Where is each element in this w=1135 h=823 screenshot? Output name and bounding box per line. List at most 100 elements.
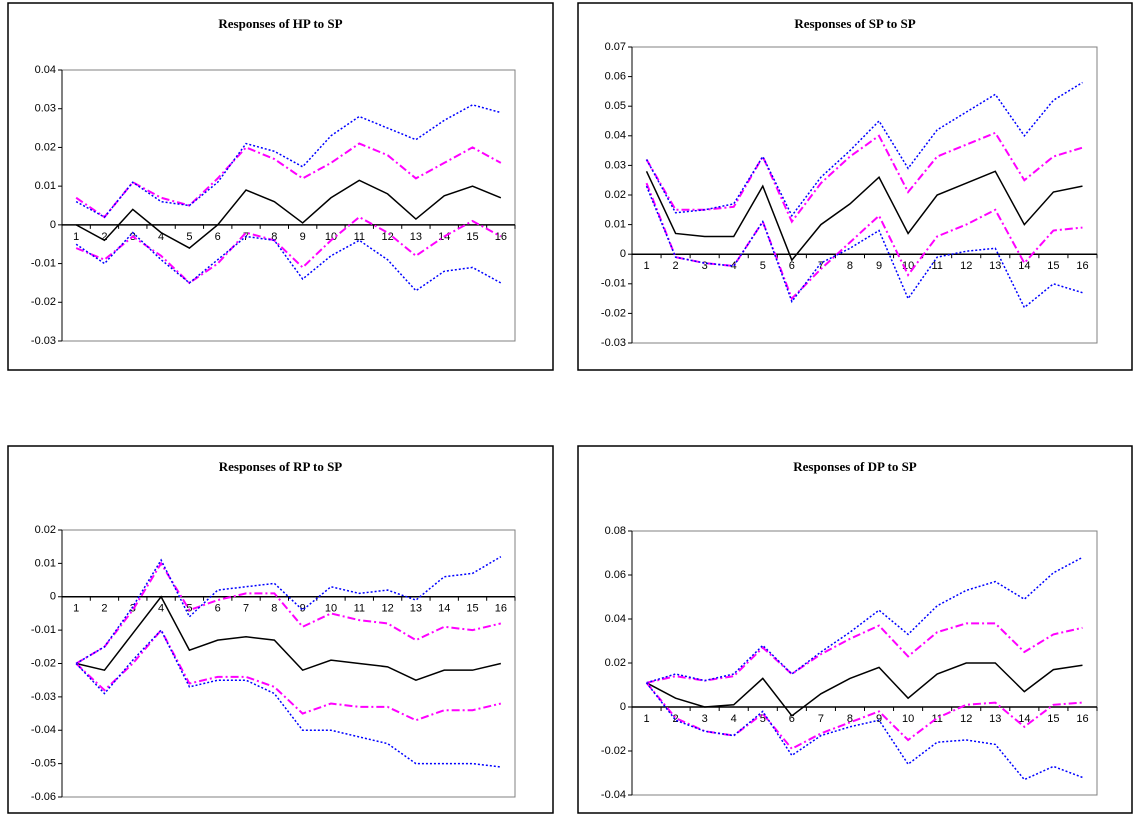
x-tick-label: 2 [101, 231, 107, 243]
x-tick-label: 6 [215, 603, 221, 615]
chart: Responses of HP to SP -0.03 -0.02 -0.01 0 0.0… [7, 2, 554, 371]
y-tick-label: 0 [620, 701, 626, 713]
series-line [646, 556, 1083, 684]
x-tick-label: 11 [354, 603, 365, 615]
series-line [75, 556, 502, 665]
x-tick-label: 15 [466, 231, 478, 243]
chart-title: Responses of RP to SP [219, 459, 343, 474]
x-tick-label: 14 [438, 603, 450, 615]
series-line [75, 179, 502, 249]
x-tick-label: 1 [73, 231, 79, 243]
x-tick-label: 10 [325, 603, 337, 615]
x-tick-label: 8 [271, 603, 277, 615]
x-tick-label: 11 [931, 260, 942, 272]
y-tick-label: 0 [50, 219, 56, 231]
x-tick-label: 6 [789, 713, 795, 725]
x-tick-label: 2 [673, 260, 679, 272]
x-tick-label: 8 [847, 713, 853, 725]
chart-frame [7, 445, 554, 814]
y-tick-label: 0.06 [605, 569, 626, 581]
x-tick-label: 4 [158, 231, 164, 243]
x-tick-label: 15 [466, 603, 478, 615]
x-tick-label: 12 [960, 713, 972, 725]
series-line [646, 662, 1083, 717]
chart-frame [577, 445, 1133, 814]
y-tick-label: 0.02 [605, 189, 626, 201]
y-tick-label: -0.03 [601, 337, 626, 349]
y-tick-label: -0.02 [31, 657, 56, 669]
y-tick-label: 0.01 [35, 180, 56, 192]
y-tick-label: 0.04 [605, 613, 626, 625]
series-line [645, 682, 1083, 781]
y-tick-label: -0.05 [31, 758, 56, 770]
y-tick-label: -0.01 [601, 278, 626, 290]
x-tick-label: 1 [73, 603, 79, 615]
series-line [75, 142, 502, 219]
chart: Responses of DP to SP -0.04 -0.02 0 0.02 0.04… [577, 445, 1133, 814]
x-tick-label: 5 [760, 713, 766, 725]
x-tick-label: 15 [1047, 713, 1059, 725]
x-tick-label: 7 [818, 713, 824, 725]
y-tick-label: -0.04 [601, 789, 626, 801]
series-line [75, 104, 502, 219]
chart: Responses of RP to SP -0.06 -0.05 -0.04 -0.0… [7, 445, 554, 814]
y-tick-label: -0.01 [31, 257, 56, 269]
x-tick-label: 10 [325, 231, 337, 243]
series-line [645, 185, 1083, 309]
x-tick-label: 16 [495, 231, 507, 243]
x-tick-label: 11 [354, 231, 365, 243]
y-tick-label: 0.07 [605, 41, 626, 53]
y-tick-label: -0.04 [31, 724, 56, 736]
x-tick-label: 1 [643, 713, 649, 725]
y-tick-label: -0.03 [31, 335, 56, 347]
x-tick-label: 2 [673, 713, 679, 725]
x-tick-label: 13 [989, 260, 1001, 272]
x-tick-label: 13 [989, 713, 1001, 725]
x-tick-label: 8 [271, 231, 277, 243]
x-tick-label: 15 [1047, 260, 1059, 272]
chart-title: Responses of HP to SP [218, 16, 342, 31]
x-tick-label: 3 [702, 260, 708, 272]
x-tick-label: 14 [1018, 713, 1030, 725]
series-line [75, 628, 502, 722]
x-tick-label: 4 [158, 603, 164, 615]
series-line [75, 231, 502, 292]
x-tick-label: 16 [495, 603, 507, 615]
x-tick-label: 12 [960, 260, 972, 272]
series-line [645, 131, 1083, 224]
chart-frame [7, 2, 554, 371]
x-tick-label: 5 [186, 231, 192, 243]
x-tick-label: 14 [1018, 260, 1030, 272]
y-tick-label: -0.02 [31, 296, 56, 308]
y-tick-label: 0.03 [605, 159, 626, 171]
series-line [645, 170, 1083, 262]
y-tick-label: 0.04 [35, 64, 56, 76]
x-tick-label: 13 [410, 231, 422, 243]
y-tick-label: -0.02 [601, 307, 626, 319]
x-tick-label: 6 [215, 231, 221, 243]
x-tick-label: 13 [410, 603, 422, 615]
x-tick-label: 7 [818, 260, 824, 272]
x-tick-label: 16 [1076, 260, 1088, 272]
x-tick-label: 6 [789, 260, 795, 272]
x-tick-label: 1 [643, 260, 649, 272]
y-tick-label: 0.01 [35, 557, 56, 569]
x-tick-label: 5 [760, 260, 766, 272]
y-tick-label: 0.02 [605, 657, 626, 669]
y-tick-label: -0.02 [601, 745, 626, 757]
y-tick-label: 0 [50, 591, 56, 603]
y-tick-label: 0.02 [35, 141, 56, 153]
x-tick-label: 2 [101, 603, 107, 615]
x-tick-label: 9 [300, 231, 306, 243]
x-tick-label: 9 [876, 713, 882, 725]
y-tick-label: 0.08 [605, 525, 626, 537]
x-tick-label: 12 [381, 603, 393, 615]
y-tick-label: -0.03 [31, 691, 56, 703]
series-line [75, 595, 502, 681]
x-tick-label: 8 [847, 260, 853, 272]
y-tick-label: 0.03 [35, 103, 56, 115]
chart-frame [577, 2, 1133, 371]
y-tick-label: 0.05 [605, 100, 626, 112]
x-tick-label: 7 [243, 603, 249, 615]
